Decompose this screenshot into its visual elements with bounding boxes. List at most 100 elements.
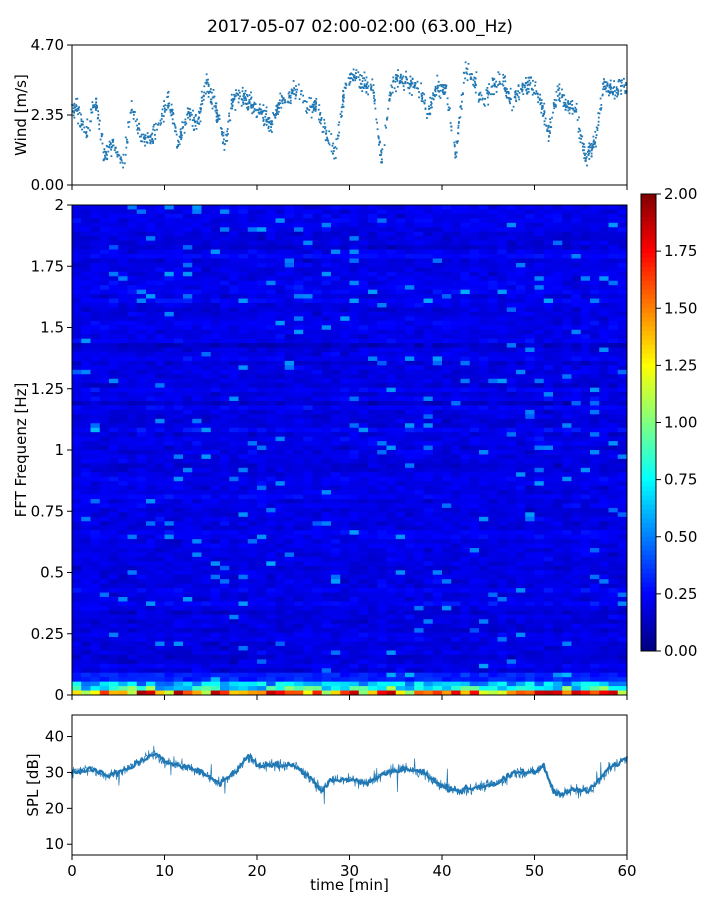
spectrogram-cell [321,222,332,228]
wind-point [595,126,598,129]
wind-point [531,93,534,96]
spectrogram-cell [506,227,517,233]
spectrogram-cell [118,213,128,219]
spectrogram-cell [294,360,304,366]
spectrogram-cell [571,401,582,406]
wind-point [342,93,345,96]
spectrogram-cell [580,205,591,210]
spectrogram-cell [136,365,147,371]
spectrogram-cell [331,311,341,317]
spectrogram-cell [451,213,461,219]
spectrogram-cell [312,418,323,424]
spectrogram-cell [432,231,443,237]
wind-point [388,98,391,100]
spectrogram-cell [562,432,572,438]
spectrogram-cell [210,405,221,411]
spectrogram-cell [210,454,221,460]
spectrogram-cell [460,423,471,429]
spectrogram-cell [506,267,517,273]
spectrogram-cell [201,343,212,348]
spectrogram-cell [109,414,119,420]
spectrogram-cell [210,231,221,237]
spectrogram-cell [571,396,582,402]
spectrogram-cell [349,432,360,438]
spectrogram-cell [220,392,230,397]
spectrogram-cell [220,311,230,317]
spectrogram-cell [562,320,572,326]
spectrogram-cell [534,445,545,451]
wind-point [558,87,561,90]
wind-point [592,146,595,149]
spectrogram-cell [146,325,156,331]
spectrogram-cell [257,450,267,455]
spectrogram-cell [543,267,554,273]
spectrogram-cell [210,365,221,371]
spectrogram-cell [247,378,258,384]
spectrogram-cell [469,454,480,460]
spectrogram-cell [294,294,304,299]
spectrogram-cell [525,218,535,224]
spectrogram-cell [81,285,91,291]
spectrogram-cell [479,280,489,286]
spectrogram-cell [183,360,193,366]
wind-point [376,128,379,131]
wind-point [521,84,524,87]
spectrogram-cell [266,209,276,215]
spectrogram-cell [423,289,434,295]
spectrogram-cell [543,245,554,250]
wind-point [77,108,80,111]
spectrogram-cell [349,450,360,455]
spectrogram-cell [127,378,138,384]
spectrogram-cell [146,249,156,255]
wind-point [449,122,452,124]
wind-point [526,87,529,90]
spectrogram-cell [321,271,332,277]
spectrogram-cell [617,405,628,411]
wind-point [95,101,98,104]
spectrogram-cell [284,338,295,344]
spectrogram-cell [118,262,128,268]
wind-point [366,83,368,85]
spectrogram-cell [164,441,175,446]
wind-point [136,128,139,131]
spectrogram-cell [553,338,563,344]
wind-point [491,93,494,96]
spectrogram-cell [284,334,295,340]
wind-point [447,106,450,109]
wind-point [488,83,490,85]
spectrogram-cell [386,254,397,259]
spectrogram-cell [414,360,424,366]
spectrogram-cell [386,209,397,215]
wind-point [164,104,167,107]
wind-point [358,78,361,81]
wind-point [211,107,214,110]
wind-point [359,82,362,85]
wind-point [492,84,495,87]
wind-point [557,88,560,91]
wind-point [490,85,493,88]
spectrogram-cell [201,378,212,384]
wind-point [314,100,317,103]
spectrogram-cell [331,352,341,357]
spectrogram-cell [525,236,535,242]
spectrogram-cell [599,254,609,259]
spectrogram-cell [321,352,332,357]
spectrogram-cell [164,338,175,344]
spectrogram-cell [516,374,526,380]
spectrogram-cell [173,320,184,326]
spectrogram-cell [423,458,434,464]
wind-point [533,92,535,94]
wind-point [305,110,307,113]
wind-point [130,109,133,112]
spectrogram-cell [580,218,591,224]
wind-point [97,113,100,116]
wind-point [499,82,502,85]
spectrogram-cell [395,401,406,406]
spectrogram-cell [423,236,434,242]
spectrogram-cell [312,405,323,411]
wind-point [508,100,511,103]
spectrogram-cell [238,436,249,442]
spectrogram-cell [81,249,91,255]
wind-point [370,86,373,88]
spectrogram-cell [331,405,341,411]
